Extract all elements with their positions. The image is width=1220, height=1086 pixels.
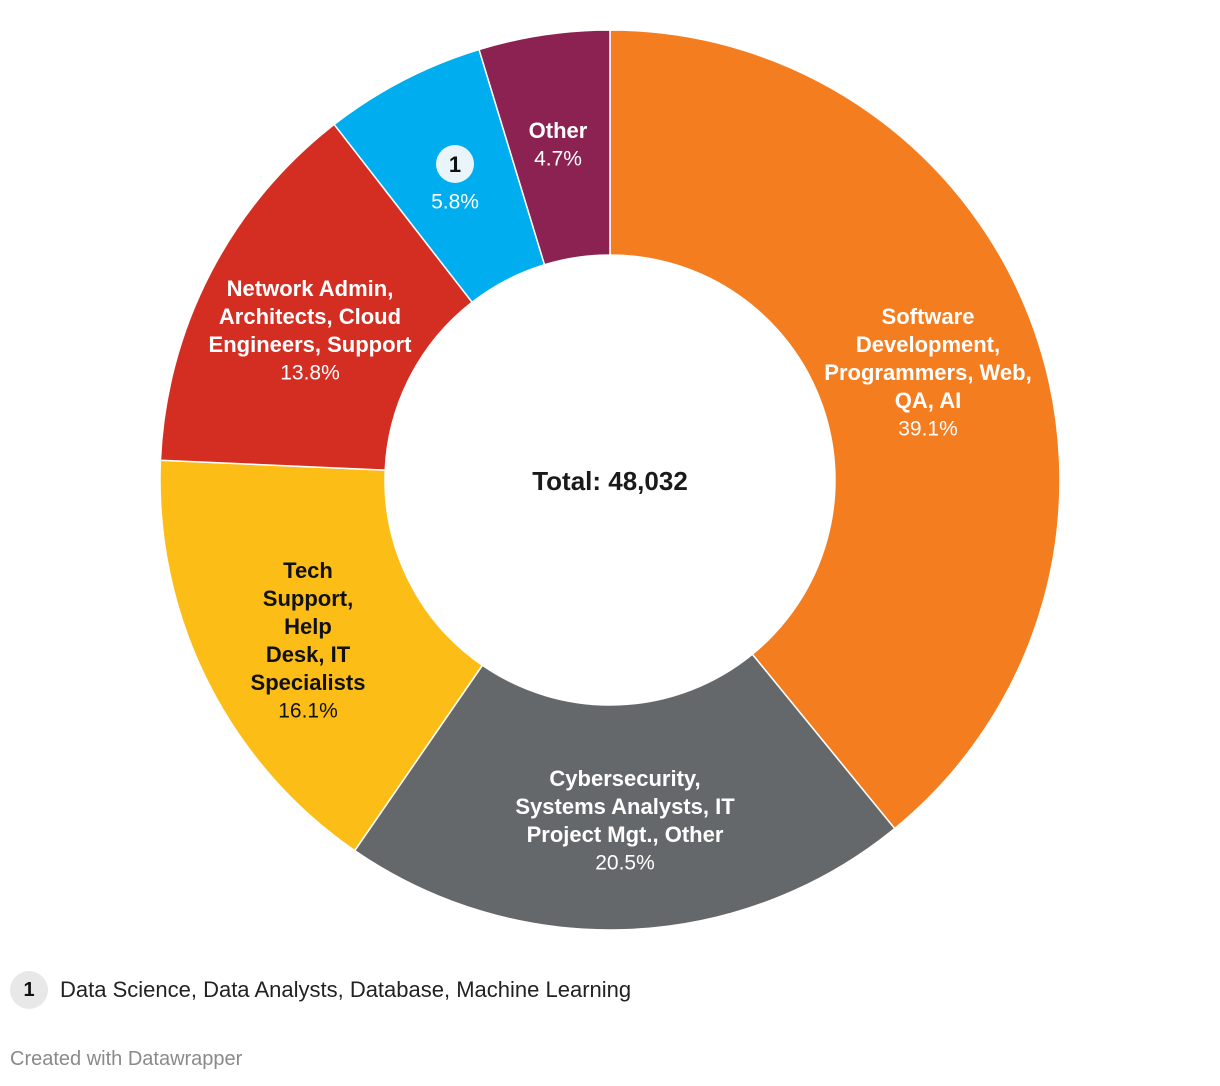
pie-slice-1[interactable] <box>353 653 896 931</box>
slice-label-line: Architects, Cloud <box>219 304 401 329</box>
slice-label-line: Desk, IT <box>266 642 351 667</box>
slice-label-line: Programmers, Web, <box>824 360 1031 385</box>
footnote: 1 Data Science, Data Analysts, Database,… <box>10 970 631 1010</box>
slice-label-line: Support, <box>263 586 353 611</box>
slice-label-line: Engineers, Support <box>209 332 413 357</box>
slice-label-line: Cybersecurity, <box>549 766 700 791</box>
slice-value-label: 16.1% <box>278 700 338 723</box>
badge-circle <box>436 145 474 183</box>
slice-label-line: Other <box>529 118 588 143</box>
slices-layer <box>159 29 1061 931</box>
slice-value-label: 5.8% <box>431 191 479 214</box>
slice-label-line: Development, <box>856 332 1000 357</box>
badge-text: 1 <box>449 152 461 177</box>
slice-label-line: Systems Analysts, IT <box>515 794 735 819</box>
slice-label-line: Project Mgt., Other <box>527 822 724 847</box>
footnote-marker: 1 <box>10 971 48 1009</box>
slice-label-line: QA, AI <box>895 388 961 413</box>
center-total-label: Total: 48,032 <box>532 466 688 496</box>
slice-label-line: Specialists <box>251 670 366 695</box>
slice-footnote-badge: 1 <box>436 145 474 183</box>
slice-label-line: Help <box>284 614 332 639</box>
pie-slice-0[interactable] <box>609 29 1061 830</box>
slice-value-label: 13.8% <box>280 362 340 385</box>
slice-value-label: 4.7% <box>534 148 582 171</box>
slice-value-label: 20.5% <box>595 852 655 875</box>
footnote-text: Data Science, Data Analysts, Database, M… <box>60 977 632 1002</box>
pie-slice-2[interactable] <box>159 459 484 852</box>
slice-label-line: Tech <box>283 558 333 583</box>
donut-chart: Software Development, Programmers, Web, QA,… <box>159 29 1061 931</box>
labels-layer: Software Development, Programmers, Web, QA,… <box>209 118 1032 875</box>
slice-label-line: Network Admin, <box>227 276 394 301</box>
slice-value-label: 39.1% <box>898 418 958 441</box>
pie-slice-5[interactable] <box>478 29 611 266</box>
slice-label-line: Software <box>882 304 975 329</box>
pie-slice-3[interactable] <box>159 123 474 471</box>
credit-link[interactable]: Created with Datawrapper <box>10 1048 243 1070</box>
